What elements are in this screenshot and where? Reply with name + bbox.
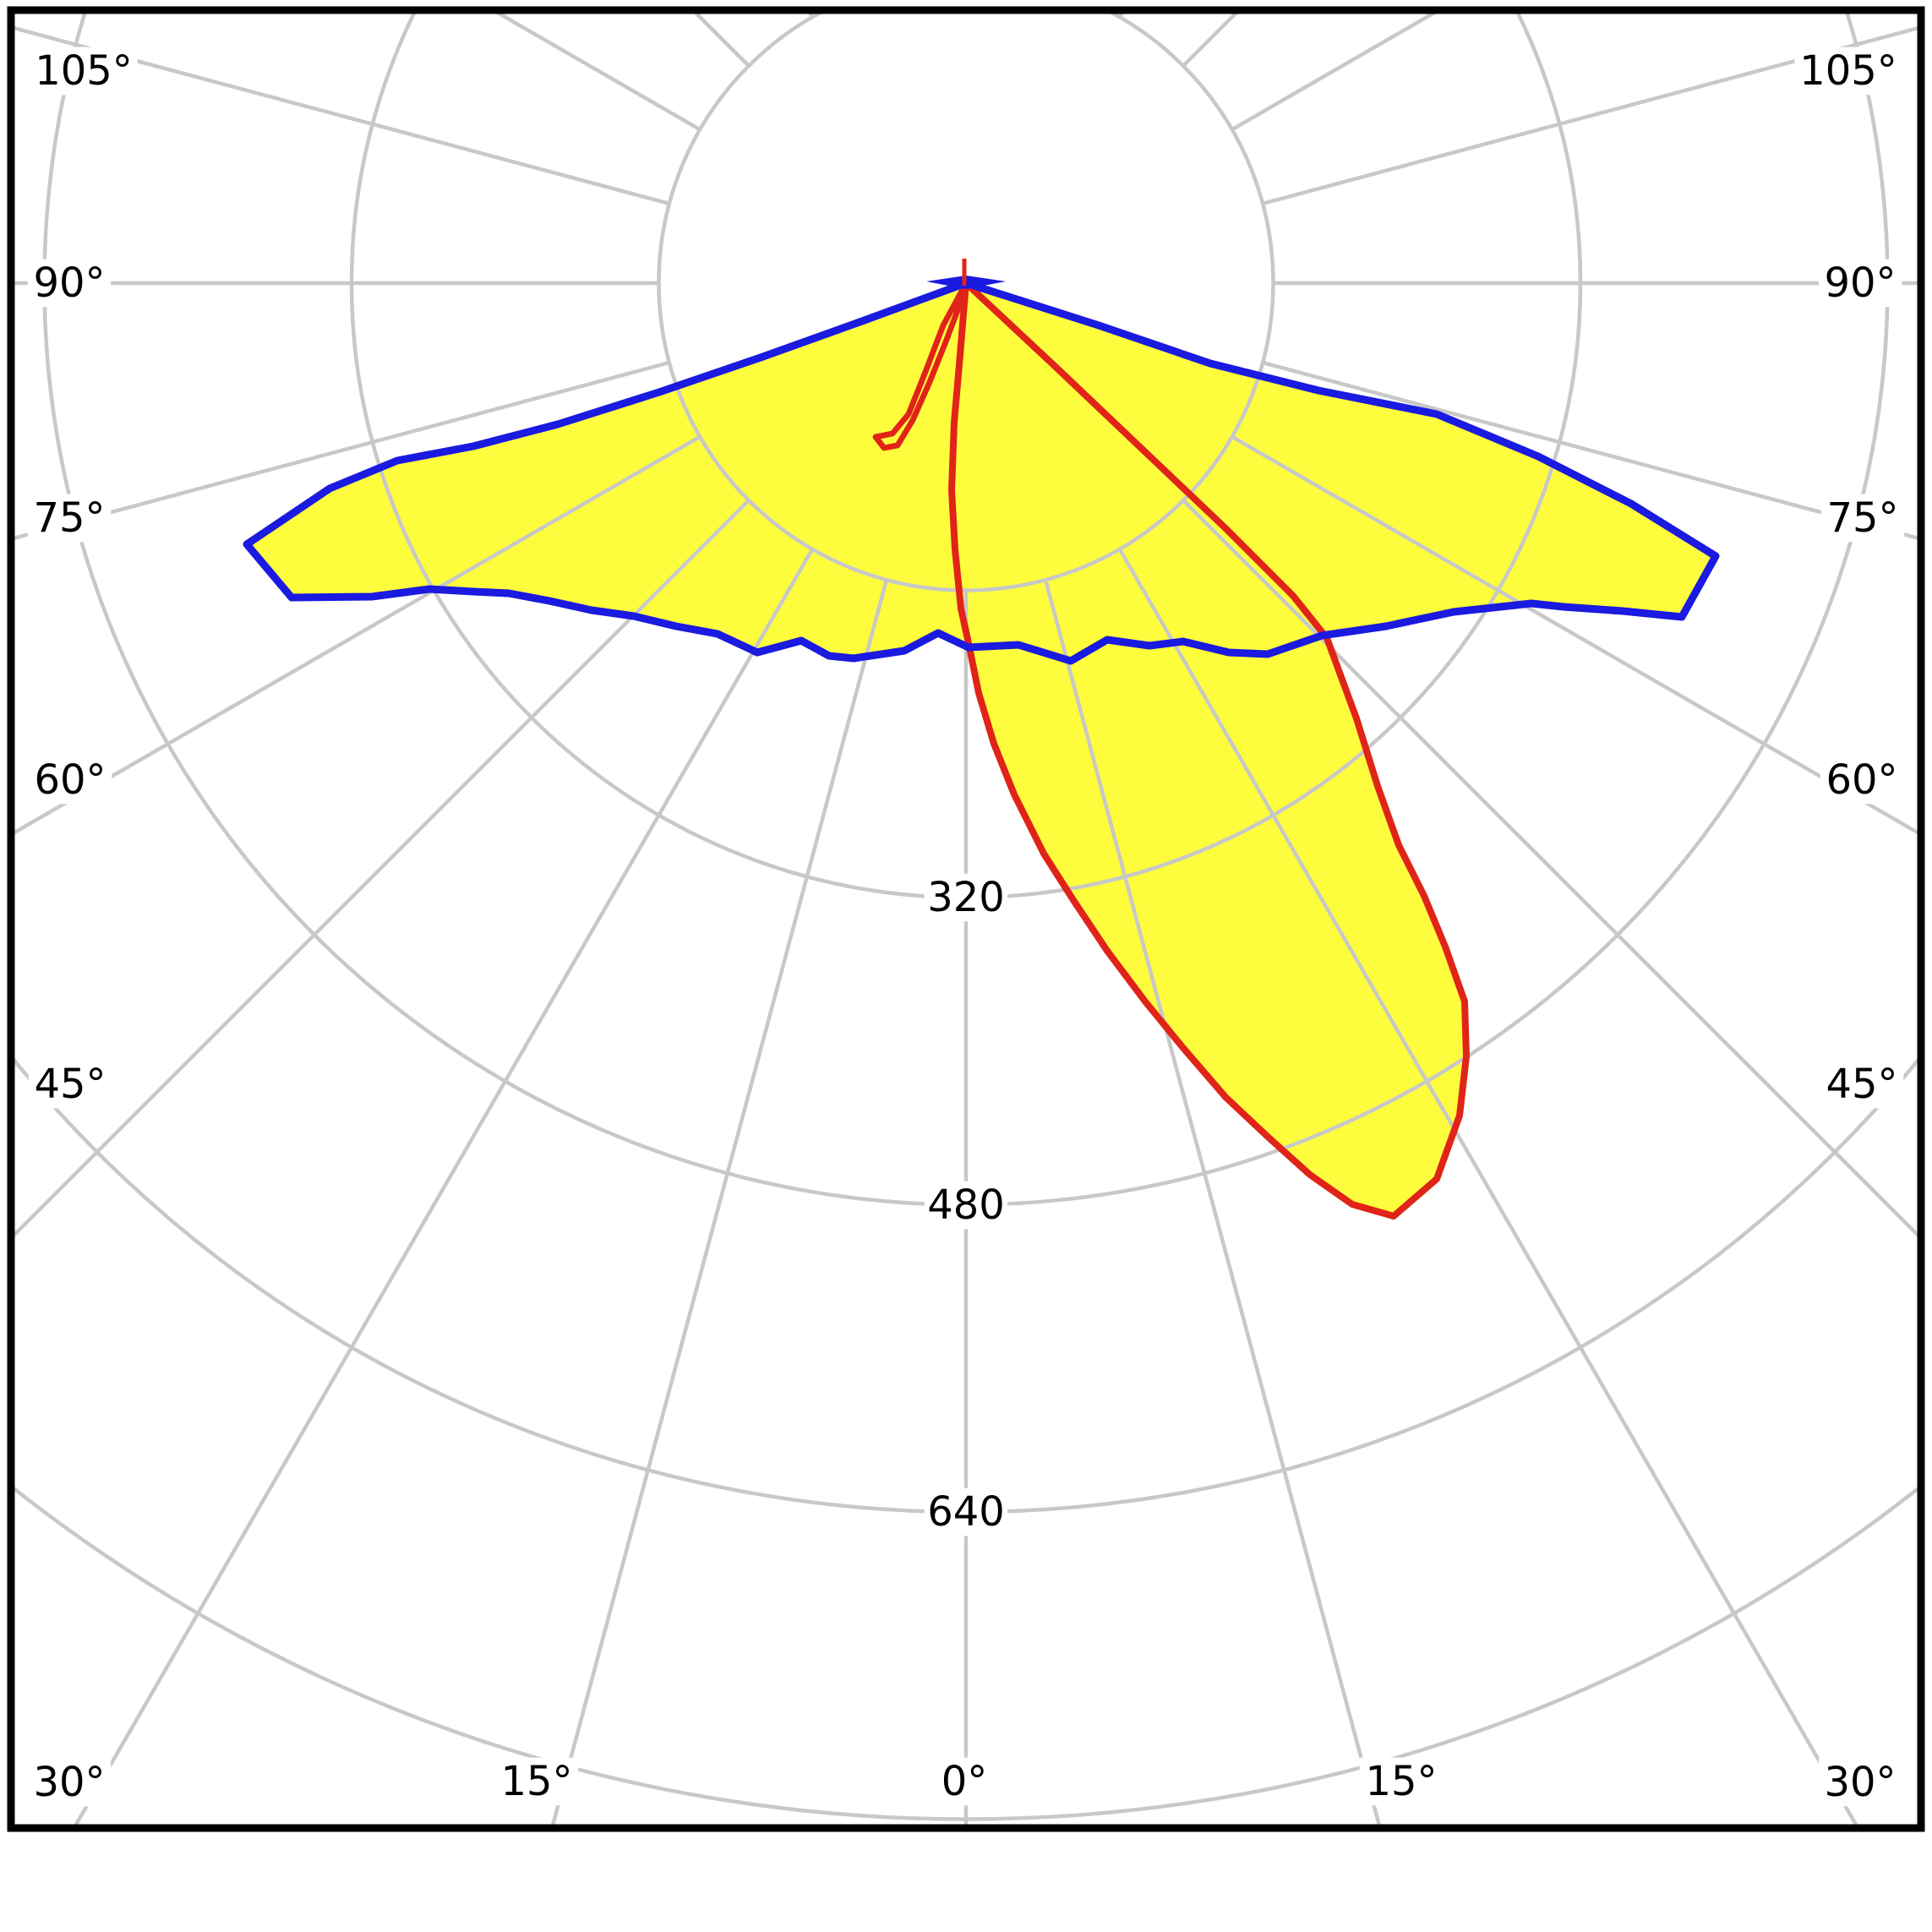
grid-ray	[1043, 579, 1381, 1825]
angle-tick-label-mask	[935, 1757, 994, 1806]
filled-area-c90-c270	[952, 283, 1466, 1216]
plot-border	[7, 6, 1925, 1832]
angle-tick-label-mask	[1794, 46, 1902, 96]
grid-ray	[1262, 360, 1918, 540]
angle-tick-label: 105°	[35, 47, 133, 95]
angle-tick-label: 30°	[33, 1759, 105, 1806]
angle-tick-label-mask	[1818, 1758, 1902, 1807]
angle-tick-label-mask	[27, 259, 112, 308]
angle-tick-label: 30°	[1824, 1759, 1896, 1806]
angle-tick-label: 90°	[1824, 259, 1896, 307]
angle-tick-label-mask	[28, 756, 112, 805]
angle-tick-label: 60°	[1826, 756, 1897, 804]
radial-tick-label-mask	[924, 1181, 1008, 1230]
angle-tick-label-mask	[27, 1758, 112, 1807]
angle-tick-label-mask	[30, 46, 138, 96]
radial-tick-label: 640	[927, 1488, 1005, 1536]
angle-tick-label: 90°	[33, 259, 105, 307]
grid-ray	[14, 26, 670, 206]
grid-ray	[14, 499, 750, 1237]
angle-tick-label: 75°	[1826, 494, 1898, 542]
angle-tick-label: 15°	[500, 1758, 572, 1805]
grid-ray	[14, 434, 701, 835]
angle-tick-label: 60°	[34, 756, 106, 804]
grid-ray	[74, 548, 815, 1825]
angle-tick-label: 105°	[1799, 47, 1897, 95]
grid-ray	[551, 579, 889, 1825]
angle-tick-label: 45°	[34, 1061, 106, 1108]
grid-ray	[1231, 434, 1918, 835]
angle-tick-label-mask	[494, 1757, 579, 1806]
angle-tick-label-mask	[28, 1060, 112, 1109]
grid-ray	[14, 360, 670, 540]
angle-tick-label: 75°	[33, 494, 105, 542]
angle-tick-label-mask	[1359, 1757, 1444, 1806]
angle-tick-label-mask	[1818, 259, 1902, 308]
angle-tick-label-mask	[1820, 494, 1905, 543]
angle-tick-label-mask	[27, 494, 112, 543]
angle-tick-label: 0°	[941, 1758, 988, 1805]
angle-tick-label-mask	[1820, 756, 1904, 805]
grid-ray	[1182, 499, 1918, 1237]
radial-tick-label-mask	[924, 873, 1008, 922]
angle-tick-label: 45°	[1826, 1061, 1897, 1108]
grid-ray	[1262, 26, 1918, 206]
grid-ray	[1117, 548, 1858, 1825]
curve-c90-c270-small-lobe	[872, 281, 969, 451]
curve-c90-c270-main-lobe	[948, 280, 1470, 1220]
radial-tick-label: 480	[927, 1182, 1005, 1229]
curve-c0-c180	[243, 279, 1720, 665]
radial-tick-label: 320	[927, 874, 1005, 921]
radial-tick-label-mask	[924, 1487, 1008, 1536]
angle-tick-label-mask	[1820, 1060, 1904, 1109]
angle-tick-label: 15°	[1365, 1758, 1437, 1805]
